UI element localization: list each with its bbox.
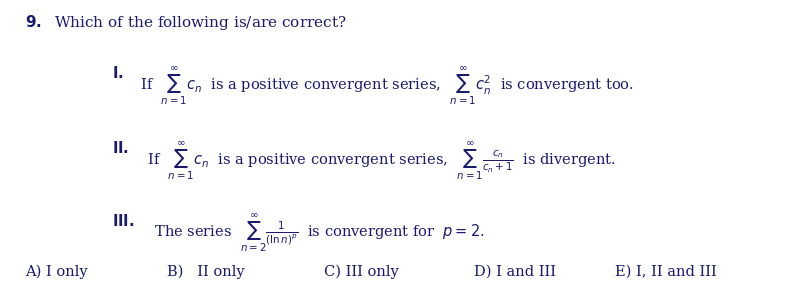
Text: $\mathbf{9.}$  Which of the following is/are correct?: $\mathbf{9.}$ Which of the following is/… — [25, 13, 347, 32]
Text: $\mathbf{II.}$: $\mathbf{II.}$ — [111, 140, 129, 156]
Text: $\mathbf{III.}$: $\mathbf{III.}$ — [111, 213, 134, 229]
Text: If  $\sum_{n=1}^{\infty} c_n$  is a positive convergent series,  $\sum_{n=1}^{\i: If $\sum_{n=1}^{\infty} c_n$ is a positi… — [131, 65, 634, 107]
Text: E) I, II and III: E) I, II and III — [615, 265, 717, 279]
Text: B)   II only: B) II only — [167, 265, 244, 279]
Text: A) I only: A) I only — [25, 265, 88, 279]
Text: If  $\sum_{n=1}^{\infty} c_n$  is a positive convergent series,  $\sum_{n=1}^{\i: If $\sum_{n=1}^{\infty} c_n$ is a positi… — [137, 140, 615, 182]
Text: D) I and III: D) I and III — [474, 265, 555, 279]
Text: $\mathbf{I.}$: $\mathbf{I.}$ — [111, 65, 123, 81]
Text: The series  $\sum_{n=2}^{\infty} \frac{1}{(\ln n)^p}$  is convergent for  $p = 2: The series $\sum_{n=2}^{\infty} \frac{1}… — [145, 213, 485, 254]
Text: C) III only: C) III only — [324, 265, 399, 279]
